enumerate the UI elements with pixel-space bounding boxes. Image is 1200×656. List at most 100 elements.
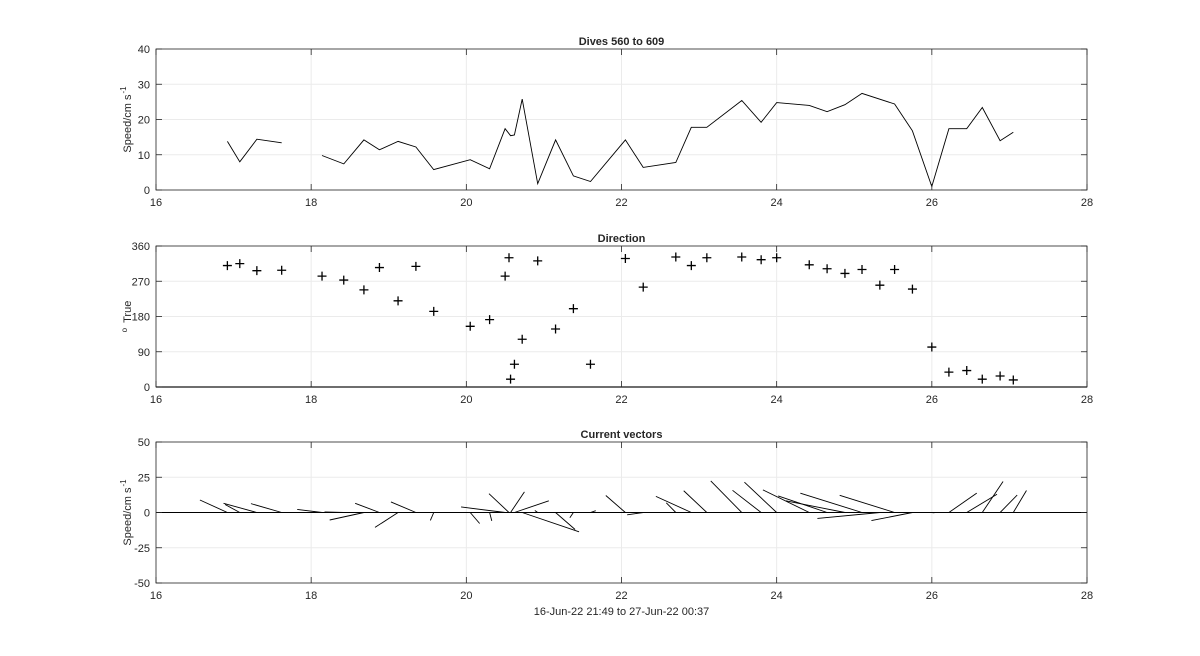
chart-panel-3: 16 18 20 22 24 26 28 -50 -25 0 25 50 Current vectors… <box>119 429 1093 618</box>
x-tick-label: 18 <box>305 197 317 209</box>
x-tick-label: 20 <box>460 590 472 602</box>
current-vector <box>999 494 1018 513</box>
x-tick-label: 24 <box>771 590 783 602</box>
direction-marker <box>252 266 262 276</box>
direction-marker <box>277 265 287 275</box>
direction-marker <box>962 366 972 376</box>
current-vector <box>224 504 241 513</box>
y-tick-label: 270 <box>132 276 150 288</box>
x-tick-label: 18 <box>305 394 317 406</box>
direction-marker <box>671 252 681 262</box>
y-tick-label: 0 <box>144 185 150 197</box>
current-vector <box>199 499 228 513</box>
current-vector <box>605 495 626 513</box>
direction-marker <box>509 359 519 369</box>
direction-marker <box>995 371 1005 381</box>
direction-marker <box>235 259 245 269</box>
y-axis-label-prefix: o <box>120 327 129 332</box>
y-tick-label: 30 <box>138 79 150 91</box>
current-vector <box>297 508 323 513</box>
current-vector <box>522 512 580 533</box>
direction-marker <box>500 271 510 281</box>
current-vector <box>744 481 777 513</box>
current-vector <box>800 492 863 513</box>
y-tick-label: 50 <box>138 437 150 449</box>
current-vector <box>390 501 417 513</box>
direction-marker <box>638 282 648 292</box>
current-vector <box>683 490 708 513</box>
current-vector <box>514 500 549 513</box>
y-tick-label: -25 <box>134 543 150 555</box>
current-vector <box>250 503 282 513</box>
chart-title: Dives 560 to 609 <box>579 36 665 48</box>
current-vector <box>469 512 481 524</box>
direction-marker <box>517 334 527 344</box>
direction-marker <box>686 261 696 271</box>
direction-marker <box>485 315 495 325</box>
direction-marker <box>1008 375 1018 385</box>
current-vector <box>329 512 365 521</box>
y-axis-label: Speed/cm s-1 <box>119 86 134 153</box>
current-vector <box>785 500 846 513</box>
direction-marker <box>927 342 937 352</box>
y-axis-label-text: Speed/cm s <box>122 487 134 546</box>
current-vector <box>324 511 344 513</box>
y-tick-label: 180 <box>132 312 150 324</box>
direction-marker <box>568 304 578 314</box>
x-tick-label: 26 <box>926 197 938 209</box>
direction-marker <box>585 359 595 369</box>
x-tick-label: 16 <box>150 394 162 406</box>
chart-title: Current vectors <box>581 429 663 441</box>
chart-panel-1: 16 18 20 22 24 26 28 0 10 20 30 40 Dives 560 to 609 S… <box>119 36 1093 209</box>
direction-marker <box>411 261 421 271</box>
direction-marker <box>359 285 369 295</box>
y-tick-label: 25 <box>138 472 150 484</box>
y-axis-label-text: True <box>122 301 134 323</box>
current-vector <box>429 512 435 521</box>
x-tick-label: 28 <box>1081 590 1093 602</box>
direction-marker <box>772 253 782 263</box>
speed-line-segment <box>227 138 282 163</box>
direction-marker <box>822 264 832 274</box>
y-axis-label-exponent: -1 <box>119 479 128 487</box>
direction-marker <box>875 280 885 290</box>
y-tick-label: 20 <box>138 115 150 127</box>
direction-marker <box>737 252 747 262</box>
chart-title: Direction <box>598 233 646 245</box>
direction-marker <box>907 284 917 294</box>
current-vector <box>569 512 574 519</box>
y-axis-label-exponent: -1 <box>119 86 128 94</box>
current-vector <box>488 493 510 513</box>
current-vector <box>355 502 380 513</box>
direction-marker <box>339 275 349 285</box>
current-vector <box>839 494 895 513</box>
y-tick-label: 90 <box>138 347 150 359</box>
current-vector <box>948 492 978 513</box>
x-tick-label: 20 <box>460 197 472 209</box>
direction-marker <box>756 255 766 265</box>
y-tick-label: -50 <box>134 578 150 590</box>
direction-marker <box>393 296 403 306</box>
current-vector <box>590 510 596 513</box>
x-tick-label: 16 <box>150 590 162 602</box>
x-tick-label: 22 <box>615 197 627 209</box>
direction-marker <box>977 374 987 384</box>
direction-marker <box>317 271 327 281</box>
current-vector <box>655 495 692 513</box>
direction-marker <box>890 265 900 274</box>
direction-marker <box>804 260 814 270</box>
current-vector <box>223 502 257 513</box>
current-vector <box>817 512 880 519</box>
direction-marker <box>222 261 232 271</box>
direction-marker <box>504 253 514 263</box>
y-axis-label-text: Speed/cm s <box>122 94 134 153</box>
direction-marker <box>944 367 954 377</box>
current-vector <box>1012 490 1027 513</box>
x-tick-label: 22 <box>615 590 627 602</box>
current-vector <box>461 506 506 513</box>
direction-marker <box>374 263 384 273</box>
direction-marker <box>429 306 439 316</box>
direction-marker <box>702 253 712 263</box>
x-tick-label: 28 <box>1081 197 1093 209</box>
x-tick-label: 22 <box>615 394 627 406</box>
